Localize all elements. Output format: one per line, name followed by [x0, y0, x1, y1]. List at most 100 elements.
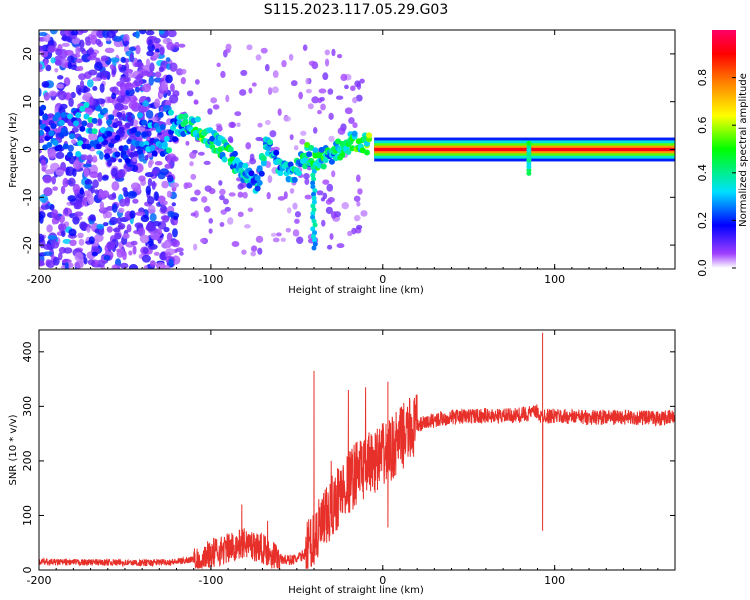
spectrogram-cell [304, 178, 310, 186]
spectrogram-cell [120, 56, 126, 63]
spectrogram-cell [190, 212, 196, 217]
spectrogram-cell [526, 140, 532, 146]
spectrogram-cell [149, 213, 157, 222]
spectrogram-cell [344, 107, 353, 115]
spectrogram-cell [119, 76, 130, 83]
spectrogram-cell [129, 210, 136, 219]
spectrogram-cell [86, 226, 91, 233]
spectrogram-cell [197, 151, 205, 156]
spectrogram-cell [124, 157, 131, 164]
spectrogram-cell [43, 187, 53, 197]
spectrogram-cell [155, 261, 166, 269]
spectrogram-cell [224, 48, 231, 54]
bottom-y-tick-label: 0 [21, 567, 34, 574]
spectrogram-cell [124, 196, 131, 203]
spectrogram-cell [69, 239, 77, 247]
spectrogram-cell [221, 156, 228, 163]
spectrogram-cell [95, 98, 106, 105]
spectrogram-cell [130, 182, 141, 191]
spectrogram-cell [295, 170, 302, 177]
spectrogram-cell [139, 234, 150, 244]
spectrogram-cell [47, 235, 58, 240]
spectrogram-cell [40, 203, 50, 210]
spectrogram-cell [86, 79, 94, 88]
spectrogram-cell [122, 187, 128, 193]
spectrogram-cell [163, 135, 170, 142]
spectrogram-cell [106, 241, 116, 250]
bottom-y-tick-label: 200 [21, 450, 34, 471]
spectrogram-cell [52, 256, 60, 266]
spectrogram-cell [39, 193, 48, 203]
spectrogram-cell [62, 130, 69, 137]
spectrogram-cell [89, 96, 94, 107]
spectrogram-cell [190, 173, 197, 180]
spectrogram-cell [104, 47, 115, 54]
spectrogram-cell [208, 217, 214, 224]
spectrogram-cell [194, 116, 201, 123]
spectrogram-cell [345, 148, 352, 155]
spectrogram-cell [90, 185, 95, 194]
spectrogram-cell [81, 120, 88, 127]
spectrogram-cell [311, 191, 317, 197]
spectrogram-cell [142, 100, 150, 107]
spectrogram-cell [171, 202, 177, 207]
spectrogram-cell [92, 179, 99, 189]
spectrogram-cell [166, 232, 173, 242]
spectrogram-cell [312, 161, 318, 167]
spectrogram-cell [330, 211, 337, 219]
spectrogram-cell [186, 90, 194, 97]
spectrogram-cell [189, 161, 194, 167]
spectrogram-cell [167, 30, 177, 38]
spectrogram-cell [51, 218, 57, 225]
spectrogram-cell [117, 168, 126, 179]
colorbar-tick-label: 0.0 [696, 259, 709, 277]
spectrogram-cell [79, 221, 88, 230]
spectrogram-cell [166, 89, 172, 97]
spectrogram-cell [138, 30, 147, 35]
spectrogram-cell [92, 155, 98, 162]
spectrogram-cell [95, 105, 102, 112]
spectrogram-cell [355, 174, 361, 183]
spectrogram-cell [72, 216, 80, 225]
spectrogram-cell [318, 88, 327, 94]
spectrogram-cell [118, 126, 125, 133]
spectrogram-cell [336, 54, 343, 59]
spectrogram-cell [359, 78, 365, 84]
spectrogram-cell [255, 136, 263, 142]
spectrogram-cell [322, 192, 328, 200]
spectrogram-cell [142, 247, 149, 255]
spectrogram-cell [128, 250, 133, 256]
spectrogram-cell [134, 222, 144, 229]
spectrogram-cell [296, 236, 304, 244]
spectrogram-cell [185, 182, 193, 189]
spectrogram-cell [310, 214, 316, 220]
spectrogram-cell [225, 94, 230, 103]
spectrogram-cell [300, 130, 307, 136]
spectrogram-cell [79, 187, 84, 195]
spectrogram-cell [165, 74, 173, 84]
spectrogram-cell [106, 130, 113, 137]
spectrogram-cell [133, 78, 143, 87]
spectrogram-cell [163, 226, 170, 233]
spectrogram-cell [267, 87, 273, 96]
spectrogram-cell [272, 237, 280, 243]
spectrogram-cell [74, 200, 82, 210]
spectrogram-cell [92, 86, 98, 91]
spectrogram-cell [39, 45, 45, 51]
spectrogram-cell [83, 257, 88, 265]
spectrogram-cell [83, 102, 90, 109]
spectrogram-cell [44, 126, 51, 133]
spectrogram-cell [322, 179, 330, 185]
spectrogram-cell [166, 174, 174, 183]
spectrogram-cell [228, 192, 236, 197]
spectrogram-cell [178, 43, 186, 48]
spectrogram-cell [239, 89, 247, 96]
spectrogram-cell [222, 198, 229, 205]
spectrogram-cell [244, 224, 251, 229]
spectrogram-cell [91, 77, 102, 82]
spectrogram-cell [179, 251, 184, 256]
spectrogram-cell [248, 87, 253, 94]
spectrogram-cell [51, 175, 56, 185]
spectrogram-cell [165, 147, 172, 154]
spectrogram-cell [353, 214, 361, 222]
